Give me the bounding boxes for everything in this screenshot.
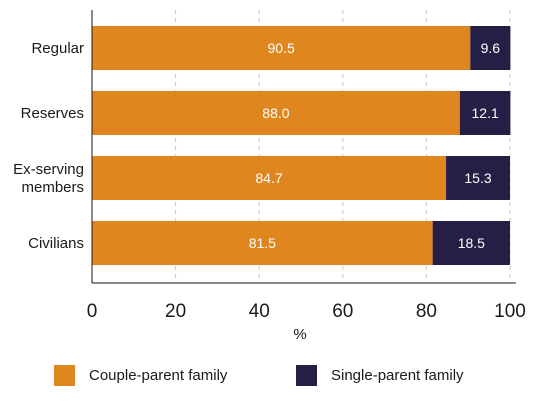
labels: 0 20 40 60 80 100 90.5 9.6 Regular 88.0 12.1 Reserv…	[13, 40, 526, 343]
legend-item-couple-parent: Couple-parent family	[54, 362, 227, 388]
category-label: Regular	[31, 40, 84, 57]
x-tick-label: 0	[87, 301, 98, 322]
x-tick-label: 100	[494, 301, 526, 322]
legend: Couple-parent family Single-parent famil…	[0, 362, 539, 388]
bar-single-parent	[446, 156, 510, 200]
x-tick-label: 20	[165, 301, 186, 322]
bar-single-parent	[470, 26, 511, 70]
legend-item-single-parent: Single-parent family	[296, 362, 464, 388]
legend-swatch-couple-parent	[54, 364, 75, 386]
category-label: Civilians	[28, 235, 84, 252]
x-axis-label: %	[293, 326, 306, 343]
data-label: 90.5	[268, 40, 295, 56]
x-tick-label: 40	[249, 301, 270, 322]
data-label: 88.0	[262, 105, 289, 121]
axes	[91, 10, 516, 284]
category-label: Ex-serving members	[13, 161, 84, 196]
bar-single-parent	[432, 221, 510, 265]
legend-label-single-parent: Single-parent family	[331, 366, 464, 384]
bar-couple-parent	[92, 26, 471, 70]
data-label: 84.7	[255, 170, 282, 186]
x-tick-label: 80	[416, 301, 437, 322]
bar-couple-parent	[92, 156, 447, 200]
data-label: 12.1	[472, 105, 499, 121]
data-label: 81.5	[249, 235, 276, 251]
data-label: 9.6	[481, 40, 501, 56]
legend-swatch-single-parent	[296, 364, 317, 386]
bar-single-parent	[459, 91, 511, 135]
bar-couple-parent	[92, 221, 433, 265]
bars	[92, 26, 511, 265]
bar-couple-parent	[92, 91, 460, 135]
legend-label-couple-parent: Couple-parent family	[89, 366, 228, 384]
data-label: 18.5	[458, 235, 485, 251]
category-label: Reserves	[21, 105, 84, 122]
x-tick-label: 60	[332, 301, 353, 322]
data-label: 15.3	[464, 170, 491, 186]
